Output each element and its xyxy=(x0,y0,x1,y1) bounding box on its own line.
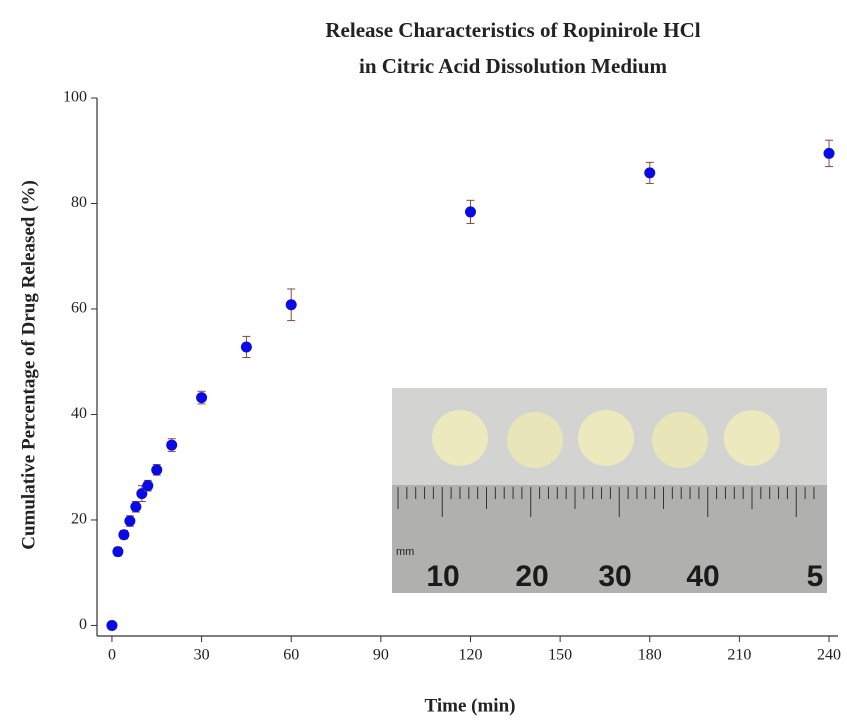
inset-photo: mm 10 20 30 40 5 xyxy=(392,388,827,593)
x-tick-label: 210 xyxy=(727,647,751,664)
ruler-label: 40 xyxy=(686,560,719,593)
y-tick-label: 40 xyxy=(71,405,87,422)
ruler-label: 5 xyxy=(807,560,824,593)
point xyxy=(464,206,476,218)
point xyxy=(240,341,252,353)
y-tick-label: 0 xyxy=(79,616,87,633)
y-tick-label: 20 xyxy=(71,511,87,528)
chart-title: Release Characteristics of Ropinirole HC… xyxy=(325,18,700,42)
point xyxy=(196,392,208,404)
tablet xyxy=(432,410,488,466)
x-tick-label: 240 xyxy=(817,647,841,664)
x-tick-label: 180 xyxy=(638,647,662,664)
ruler-label: 10 xyxy=(426,560,459,593)
point xyxy=(124,515,136,527)
x-tick-label: 30 xyxy=(194,647,210,664)
x-tick-label: 120 xyxy=(458,647,482,664)
y-tick-label: 80 xyxy=(71,194,87,211)
x-tick-label: 90 xyxy=(373,647,389,664)
point xyxy=(823,147,835,159)
y-tick-label: 60 xyxy=(71,300,87,317)
point xyxy=(142,480,154,492)
point xyxy=(106,619,118,631)
x-tick-label: 150 xyxy=(548,647,572,664)
point xyxy=(112,546,124,558)
x-tick-label: 60 xyxy=(283,647,299,664)
ruler-unit: mm xyxy=(396,546,414,558)
point xyxy=(166,439,178,451)
x-tick-label: 0 xyxy=(108,647,116,664)
tablet xyxy=(724,410,780,466)
y-axis-label: Cumulative Percentage of Drug Released (… xyxy=(18,180,39,550)
tablet xyxy=(578,410,634,466)
x-axis-label: Time (min) xyxy=(425,695,516,716)
ruler-label: 30 xyxy=(598,560,631,593)
point xyxy=(285,299,297,311)
point xyxy=(644,167,656,179)
ruler-ticks xyxy=(397,487,815,517)
tablet xyxy=(507,412,563,468)
point xyxy=(130,501,142,513)
chart-title: in Citric Acid Dissolution Medium xyxy=(359,54,668,78)
ruler-label: 20 xyxy=(515,560,548,593)
y-tick-label: 100 xyxy=(63,89,87,106)
point xyxy=(151,464,163,476)
ruler xyxy=(392,485,827,593)
point xyxy=(118,529,130,541)
tablet xyxy=(652,412,708,468)
